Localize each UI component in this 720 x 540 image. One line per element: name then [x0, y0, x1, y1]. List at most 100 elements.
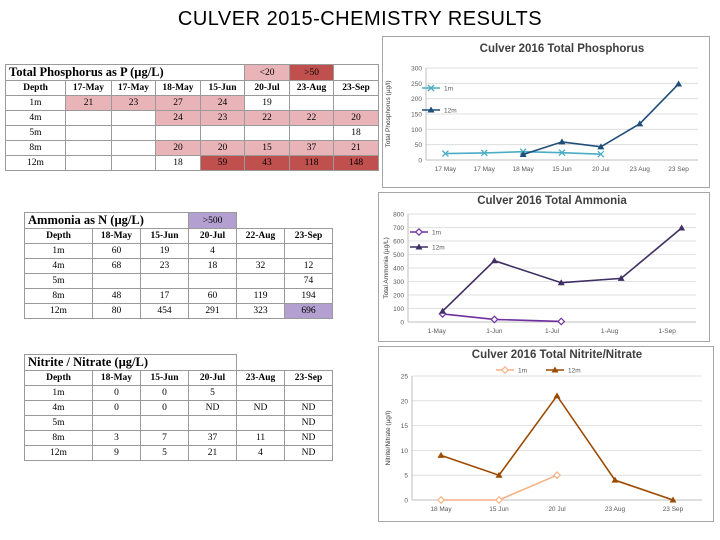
- value-cell: 118: [289, 155, 335, 171]
- table-header-row: Depth 18-May 15-Jun 20-Jul 23-Aug 23-Sep: [24, 370, 334, 386]
- table-row: 1m 0 0 5: [24, 385, 334, 401]
- data-point-12m: [675, 80, 683, 87]
- value-cell: 291: [188, 303, 238, 319]
- value-cell: 74: [284, 273, 334, 289]
- value-cell: 7: [140, 430, 189, 446]
- value-cell: 60: [92, 243, 141, 259]
- depth-cell: 8m: [24, 288, 93, 304]
- y-axis-label: Total Ammonia (µg/L): [383, 237, 390, 299]
- value-cell: 0: [140, 400, 189, 416]
- y-tick-label: 0: [418, 158, 422, 165]
- depth-cell: 5m: [5, 125, 66, 141]
- value-cell: ND: [284, 445, 334, 461]
- y-tick-label: 20: [401, 398, 409, 405]
- value-cell: 119: [236, 288, 286, 304]
- chart-title: Culver 2016 Total Phosphorus: [480, 43, 645, 55]
- column-header: 23-Sep: [284, 228, 334, 244]
- value-cell: [111, 110, 156, 126]
- y-tick-label: 25: [401, 374, 409, 381]
- y-tick-label: 300: [411, 66, 422, 73]
- y-tick-label: 10: [401, 448, 409, 455]
- depth-cell: 12m: [5, 155, 66, 171]
- x-tick-label: 15 Jun: [552, 166, 572, 173]
- x-tick-label: 23 Aug: [630, 166, 651, 173]
- value-cell: 48: [92, 288, 141, 304]
- nitrite-chart: Culver 2016 Total Nitrite/Nitrate Nitrite…: [378, 346, 714, 522]
- depth-cell: 5m: [24, 273, 93, 289]
- value-cell: 19: [244, 95, 291, 111]
- y-tick-label: 300: [393, 279, 404, 286]
- data-point-1m: [480, 149, 488, 157]
- value-cell: 21: [65, 95, 112, 111]
- data-point-1m: [494, 495, 504, 505]
- value-cell: 15: [244, 140, 291, 156]
- table-header-row: Depth 18-May 15-Jun 20-Jul 22-Aug 23-Sep: [24, 228, 334, 244]
- table-row: 5m 18: [5, 125, 380, 141]
- column-header: 18-May: [92, 228, 141, 244]
- value-cell: 22: [244, 110, 291, 126]
- value-cell: [111, 125, 156, 141]
- value-cell: [65, 125, 112, 141]
- column-header: Depth: [24, 228, 93, 244]
- y-tick-label: 500: [393, 252, 404, 259]
- x-tick-label: 1-Jul: [545, 328, 560, 335]
- table-row: 8m 3 7 37 11 ND: [24, 430, 334, 446]
- value-cell: 23: [111, 95, 156, 111]
- value-cell: [199, 125, 246, 141]
- value-cell: [289, 125, 335, 141]
- y-tick-label: 5: [404, 473, 408, 480]
- value-cell: 4: [236, 445, 286, 461]
- table-row: 8m 48 17 60 119 194: [24, 288, 334, 304]
- column-header: 15-Jun: [139, 228, 190, 244]
- data-point-12m: [636, 120, 644, 127]
- data-point-12m: [611, 476, 619, 483]
- depth-cell: 1m: [5, 95, 66, 111]
- value-cell: ND: [284, 400, 334, 416]
- chart-frame: [378, 192, 710, 342]
- value-cell: 17: [139, 288, 190, 304]
- chart-frame: [378, 346, 714, 522]
- value-cell: 19: [139, 243, 190, 259]
- x-tick-label: 18 May: [430, 506, 452, 513]
- y-tick-label: 100: [411, 127, 422, 134]
- column-header: 18-May: [155, 80, 201, 96]
- chart-title: Culver 2016 Total Ammonia: [477, 195, 627, 207]
- x-tick-label: 18 May: [512, 166, 534, 173]
- y-tick-label: 0: [400, 320, 404, 327]
- ammonia-chart: Culver 2016 Total Ammonia Total Ammonia (…: [378, 192, 710, 342]
- value-cell: 43: [244, 155, 291, 171]
- legend-label: 12m: [432, 245, 445, 252]
- nitrite-table: Nitrite / Nitrate (µg/L) Depth 18-May 15…: [23, 354, 334, 461]
- table-row: 12m 9 5 21 4 ND: [24, 445, 334, 461]
- x-tick-label: 1-Jun: [486, 328, 503, 335]
- data-point-12m: [439, 307, 447, 314]
- value-cell: 21: [333, 140, 380, 156]
- value-cell: [236, 243, 286, 259]
- value-cell: [111, 155, 156, 171]
- legend-marker: [500, 365, 510, 375]
- column-header: 23-Aug: [289, 80, 335, 96]
- table-row: 4m 0 0 ND ND ND: [24, 400, 334, 416]
- value-cell: 24: [199, 95, 246, 111]
- column-header: Depth: [5, 80, 66, 96]
- value-cell: [236, 415, 286, 431]
- data-point-12m: [519, 150, 527, 157]
- value-cell: 21: [187, 445, 238, 461]
- data-point-1m: [490, 315, 499, 324]
- value-cell: [333, 95, 380, 111]
- y-tick-label: 600: [393, 239, 404, 246]
- table-row: 12m 18 59 43 118 148: [5, 155, 380, 171]
- legend-marker: [415, 243, 423, 250]
- value-cell: [284, 243, 334, 259]
- table-row: 1m 21 23 27 24 19: [5, 95, 380, 111]
- value-cell: [65, 110, 112, 126]
- x-tick-label: 1-Aug: [601, 328, 619, 335]
- value-cell: 68: [92, 258, 141, 274]
- phosphorus-table: Total Phosphorus as P (µg/L) <20 >50 Dep…: [4, 64, 380, 171]
- data-point-12m: [553, 392, 561, 399]
- x-tick-label: 1-May: [428, 328, 447, 335]
- value-cell: 9: [92, 445, 141, 461]
- legend-label: 1m: [518, 368, 527, 375]
- legend-label: 1m: [432, 230, 441, 237]
- y-tick-label: 400: [393, 266, 404, 273]
